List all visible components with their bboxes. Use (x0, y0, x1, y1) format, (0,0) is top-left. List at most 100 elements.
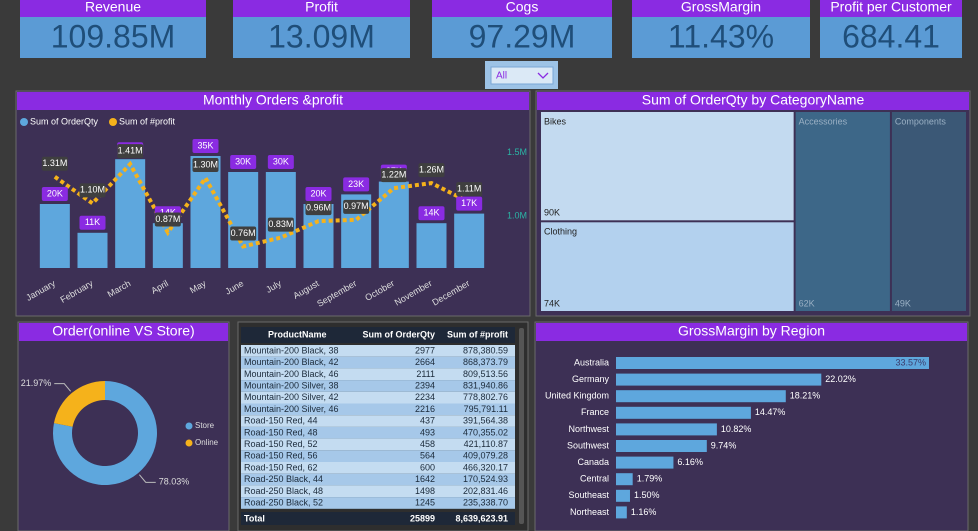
kpi-header (20, 0, 206, 17)
kpi-title: Cogs (506, 0, 539, 15)
scrollbar[interactable] (519, 328, 524, 524)
treemap-tile (795, 112, 890, 311)
y-tick-label: Southeast (568, 490, 609, 500)
table-total-cell: 25899 (410, 513, 435, 523)
kpi-title: Profit per Customer (830, 0, 952, 15)
table-row (241, 462, 515, 474)
table-cell: Mountain-200 Silver, 38 (244, 380, 339, 390)
table-row (241, 368, 515, 381)
data-label: 1.41M (118, 145, 143, 155)
table-cell: Road-150 Red, 56 (244, 451, 318, 461)
data-label: 1.10M (80, 185, 105, 195)
bar (616, 489, 630, 502)
data-label: 30K (235, 156, 251, 166)
table-cell: 466,320.17 (463, 462, 508, 472)
table-cell: Road-150 Red, 48 (244, 427, 318, 437)
table-cell: Mountain-200 Black, 42 (244, 357, 339, 367)
table-cell: 564 (420, 451, 435, 461)
y-tick-label: Northeast (570, 507, 610, 517)
table-total-cell: 8,639,623.91 (455, 513, 508, 523)
line (53, 160, 471, 249)
panel-title: Sum of OrderQty by CategoryName (642, 92, 865, 108)
bar (616, 473, 633, 486)
table-cell: Road-250 Black, 52 (244, 497, 323, 507)
data-label-box (456, 196, 483, 211)
table-cell: Road-250 Black, 44 (244, 474, 323, 484)
data-label-box (305, 187, 332, 201)
slicer-dropdown[interactable] (490, 66, 554, 85)
treemap-label: Accessories (799, 116, 848, 126)
data-label: 17K (461, 198, 477, 208)
donut-slice (53, 381, 105, 427)
slicer-chevron (537, 72, 549, 79)
table-cell: 809,513.56 (463, 369, 508, 379)
table-cell: Mountain-200 Silver, 46 (244, 404, 339, 414)
data-label: 1.50% (634, 490, 660, 500)
data-label: 0.96M (306, 202, 331, 212)
data-label-box (230, 155, 257, 169)
y-tick-label: United Kingdom (545, 391, 609, 401)
bar (616, 406, 751, 419)
panel-header (537, 92, 969, 110)
data-label: 1.22M (381, 170, 406, 180)
data-label: 1.79% (637, 474, 663, 484)
data-label: 9.74% (711, 440, 737, 450)
table-row (241, 345, 515, 357)
treemap-label: Components (895, 116, 947, 126)
bar (616, 357, 929, 369)
panel-header (536, 323, 967, 341)
kpi-header (432, 0, 612, 17)
treemap-value: 90K (544, 208, 560, 218)
y-tick-label: Australia (574, 357, 609, 367)
table-cell: 470,355.02 (463, 427, 508, 437)
table-row (241, 403, 515, 416)
data-label: 1.26M (419, 164, 444, 174)
data-label: 0.76M (231, 228, 256, 238)
data-label-box (79, 183, 106, 198)
kpi-value: 97.29M (469, 18, 576, 54)
column-header[interactable]: Sum of OrderQty (362, 329, 435, 339)
data-label: 14.47% (755, 407, 786, 417)
donut-label: 78.03% (159, 477, 190, 487)
data-label-box (79, 215, 106, 230)
donut-label: 21.97% (21, 378, 52, 388)
legend-label: Store (195, 421, 215, 430)
legend-marker (109, 118, 117, 126)
treemap-value: 62K (799, 298, 815, 308)
bar (616, 506, 627, 519)
bar (616, 440, 707, 452)
data-label: 18.21% (790, 391, 821, 401)
data-label-box (343, 199, 370, 214)
data-label: 1.11M (457, 183, 481, 193)
legend-marker (185, 439, 193, 447)
data-label-box (154, 212, 181, 227)
treemap-label: Bikes (544, 116, 567, 126)
data-label: 20K (310, 188, 326, 198)
panel (17, 321, 230, 531)
panel-title: Monthly Orders &profit (203, 92, 343, 108)
data-label: 0.83M (268, 219, 293, 229)
y-tick-label: Canada (577, 457, 609, 467)
data-label: 1.30M (193, 159, 218, 169)
panel-title: GrossMargin by Region (678, 323, 825, 339)
slicer-value: All (496, 71, 507, 82)
data-label-box (343, 177, 370, 192)
column-header[interactable]: ProductName (268, 329, 327, 339)
table-cell: 458 (420, 439, 435, 449)
table-cell: Road-150 Red, 62 (244, 462, 318, 472)
kpi-title: Profit (305, 0, 338, 15)
column-header[interactable]: Sum of #profit (447, 329, 508, 339)
data-label: 30K (273, 156, 289, 166)
legend-label: Sum of #profit (119, 116, 176, 126)
bar (616, 456, 674, 469)
table-cell: 868,373.79 (463, 357, 508, 367)
data-label-box (41, 187, 68, 201)
data-label: 10.82% (721, 424, 752, 434)
kpi-title: GrossMargin (681, 0, 761, 15)
data-label: 6.16% (677, 457, 703, 467)
y2-tick-label: 1.5M (507, 147, 527, 157)
y-tick-label: Northwest (568, 424, 609, 434)
data-label-box (380, 168, 407, 183)
data-label: 1.31M (42, 158, 67, 168)
